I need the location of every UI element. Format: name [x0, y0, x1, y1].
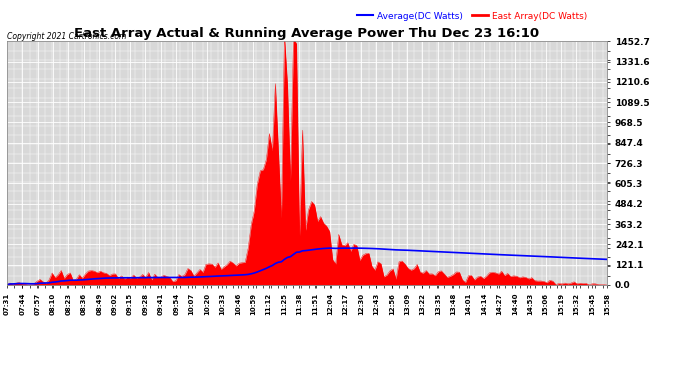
Title: East Array Actual & Running Average Power Thu Dec 23 16:10: East Array Actual & Running Average Powe…	[75, 27, 540, 40]
Text: Copyright 2021 Cartronics.com: Copyright 2021 Cartronics.com	[7, 32, 126, 41]
Legend: Average(DC Watts), East Array(DC Watts): Average(DC Watts), East Array(DC Watts)	[353, 8, 591, 24]
